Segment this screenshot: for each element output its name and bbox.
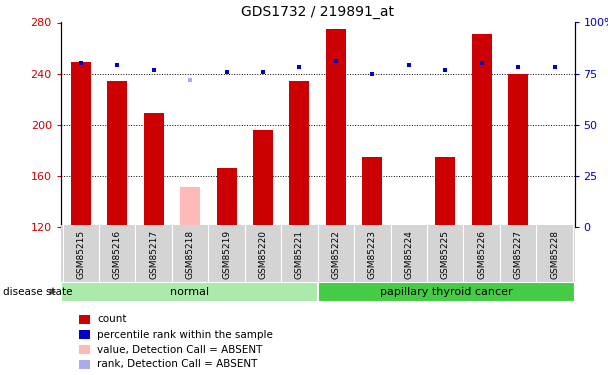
Text: GSM85221: GSM85221 — [295, 230, 304, 279]
Text: GSM85215: GSM85215 — [77, 230, 85, 279]
Text: GSM85225: GSM85225 — [441, 230, 450, 279]
Title: GDS1732 / 219891_at: GDS1732 / 219891_at — [241, 5, 394, 19]
Bar — [107, 81, 127, 227]
Bar — [216, 168, 237, 227]
Text: percentile rank within the sample: percentile rank within the sample — [97, 330, 273, 339]
Text: GSM85227: GSM85227 — [514, 230, 523, 279]
Text: count: count — [97, 315, 127, 324]
Text: normal: normal — [170, 287, 209, 297]
Bar — [253, 130, 273, 227]
Text: GSM85222: GSM85222 — [331, 230, 340, 279]
Bar — [326, 29, 346, 227]
Text: GSM85224: GSM85224 — [404, 230, 413, 279]
Bar — [71, 62, 91, 227]
Bar — [317, 282, 575, 302]
Bar — [362, 157, 382, 227]
Text: GSM85218: GSM85218 — [185, 230, 195, 279]
Bar — [472, 34, 492, 227]
Bar — [435, 157, 455, 227]
Bar — [61, 282, 317, 302]
Text: GSM85220: GSM85220 — [258, 230, 268, 279]
Text: GSM85223: GSM85223 — [368, 230, 377, 279]
Bar — [508, 74, 528, 227]
Text: GSM85216: GSM85216 — [112, 230, 122, 279]
Text: papillary thyroid cancer: papillary thyroid cancer — [380, 287, 513, 297]
Text: GSM85219: GSM85219 — [222, 230, 231, 279]
Bar — [143, 113, 164, 227]
Bar — [289, 81, 309, 227]
Text: disease state: disease state — [3, 287, 72, 297]
Text: GSM85217: GSM85217 — [149, 230, 158, 279]
Text: value, Detection Call = ABSENT: value, Detection Call = ABSENT — [97, 345, 263, 354]
Text: GSM85226: GSM85226 — [477, 230, 486, 279]
Text: GSM85228: GSM85228 — [550, 230, 559, 279]
Bar — [180, 187, 200, 227]
Text: rank, Detection Call = ABSENT: rank, Detection Call = ABSENT — [97, 360, 258, 369]
